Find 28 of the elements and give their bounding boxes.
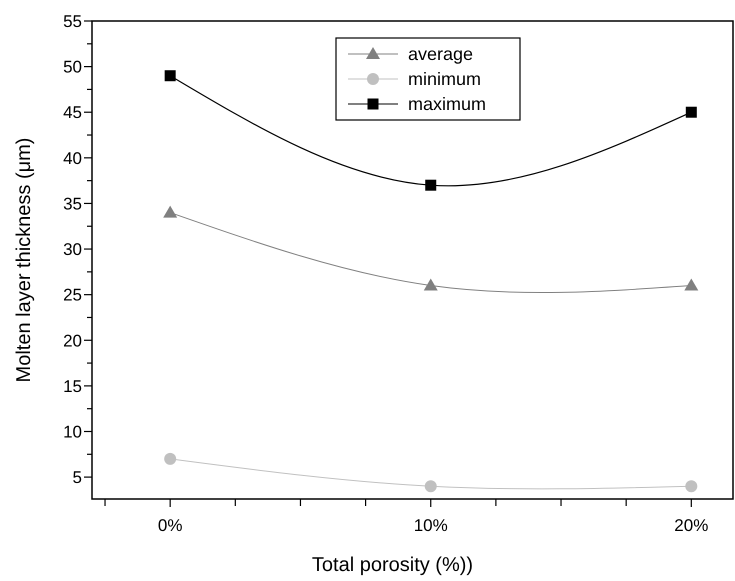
y-tick-label: 50 bbox=[63, 58, 82, 77]
legend-label: maximum bbox=[408, 94, 486, 114]
y-tick-label: 30 bbox=[63, 240, 82, 260]
point bbox=[163, 206, 178, 218]
point bbox=[424, 480, 437, 492]
point bbox=[164, 452, 176, 465]
y-tick-label: 25 bbox=[63, 286, 82, 305]
point bbox=[686, 106, 697, 118]
x-tick-label: 20% bbox=[674, 516, 708, 535]
y-tick-label: 5 bbox=[72, 468, 82, 488]
y-tick-label: 20 bbox=[63, 331, 82, 350]
point bbox=[424, 278, 438, 291]
y-tick-label: 40 bbox=[63, 148, 82, 168]
y-tick-label: 55 bbox=[63, 12, 82, 31]
legend-label: average bbox=[408, 44, 474, 64]
y-tick-label: 35 bbox=[63, 194, 82, 214]
point bbox=[684, 278, 698, 291]
point bbox=[425, 180, 436, 191]
x-axis-title: Total porosity (%)) bbox=[312, 554, 474, 576]
point bbox=[164, 70, 176, 82]
y-tick-label: 10 bbox=[63, 422, 82, 442]
x-tick-label: 10% bbox=[414, 516, 448, 535]
point bbox=[685, 480, 698, 492]
y-tick-label: 15 bbox=[63, 376, 82, 396]
legend-label: minimum bbox=[408, 69, 482, 89]
x-tick-label: 0% bbox=[158, 516, 182, 535]
y-axis-title: Molten layer thickness (μm) bbox=[13, 138, 35, 382]
y-tick-label: 45 bbox=[63, 103, 82, 122]
